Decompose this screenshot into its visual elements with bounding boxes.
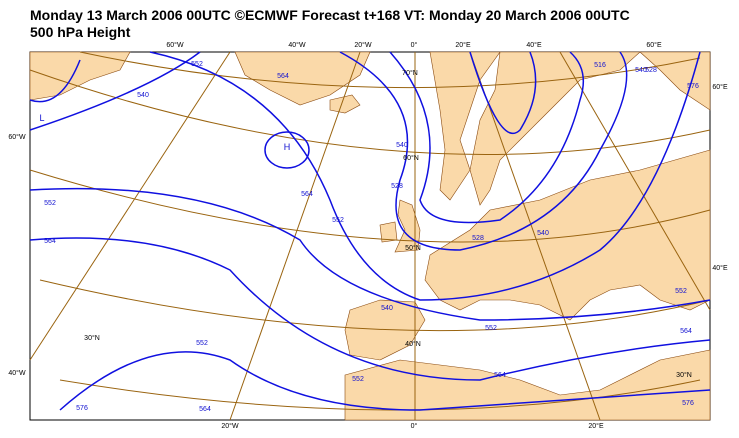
graticule-label: 0° bbox=[411, 422, 418, 430]
contour-label: 540 bbox=[381, 305, 393, 312]
contour-label: 528 bbox=[391, 183, 403, 190]
contour-label: 564 bbox=[44, 238, 56, 245]
subtitle: 500 hPa Height bbox=[30, 24, 131, 40]
contour-label: 564 bbox=[277, 73, 289, 80]
contour-label: 564 bbox=[680, 328, 692, 335]
graticule-label: 40°N bbox=[405, 340, 421, 348]
graticule-label: 20°W bbox=[354, 41, 372, 49]
contour-label: 576 bbox=[682, 400, 694, 407]
graticule-label: 50°N bbox=[405, 244, 421, 252]
contour-label: 564 bbox=[494, 372, 506, 379]
graticule-label: 40°E bbox=[712, 264, 728, 272]
contour-label: 540 bbox=[635, 67, 647, 74]
graticule-label: 40°W bbox=[8, 369, 26, 377]
graticule-label: 60°N bbox=[403, 154, 419, 162]
contour-label: 552 bbox=[44, 200, 56, 207]
contour-label: 552 bbox=[485, 325, 497, 332]
graticule-label: 20°E bbox=[588, 422, 604, 430]
graticule-label: 70°N bbox=[402, 69, 418, 77]
contour-label: 516 bbox=[594, 62, 606, 69]
contour-label: 528 bbox=[645, 67, 657, 74]
contour-label: 540 bbox=[537, 230, 549, 237]
isohypses bbox=[29, 51, 711, 411]
contour-label: 552 bbox=[675, 288, 687, 295]
graticule-label: 0° bbox=[411, 41, 418, 49]
contour-label: 564 bbox=[199, 406, 211, 413]
contour-label: 552 bbox=[196, 340, 208, 347]
contour-label: 540 bbox=[396, 142, 408, 149]
graticule-label: 60°W bbox=[8, 133, 26, 141]
contour-label: 552 bbox=[191, 61, 203, 68]
pressure-center: L bbox=[39, 113, 44, 123]
graticule-label: 30°N bbox=[676, 371, 692, 379]
title: Monday 13 March 2006 00UTC ©ECMWF Foreca… bbox=[30, 7, 630, 23]
contour-label: 552 bbox=[352, 376, 364, 383]
graticule-label: 60°E bbox=[646, 41, 662, 49]
contour-label: 564 bbox=[301, 191, 313, 198]
graticule-label: 40°W bbox=[288, 41, 306, 49]
contour-label: 552 bbox=[332, 217, 344, 224]
graticule-label: 60°E bbox=[712, 83, 728, 91]
pressure-center: H bbox=[284, 142, 291, 152]
contour-label: 528 bbox=[472, 235, 484, 242]
contour-label: 540 bbox=[137, 92, 149, 99]
graticule bbox=[29, 51, 711, 421]
graticule-label: 30°N bbox=[84, 334, 100, 342]
graticule-label: 20°E bbox=[455, 41, 471, 49]
contour-label: 576 bbox=[76, 405, 88, 412]
graticule-label: 60°W bbox=[166, 41, 184, 49]
graticule-label: 40°E bbox=[526, 41, 542, 49]
graticule-label: 20°W bbox=[221, 422, 239, 430]
contour-label: 576 bbox=[687, 83, 699, 90]
